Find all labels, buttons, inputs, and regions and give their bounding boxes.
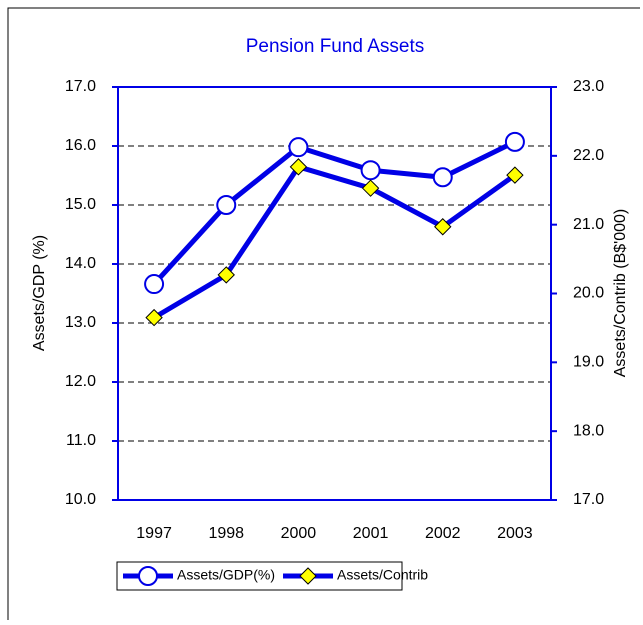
y2-tick-label: 17.0: [573, 491, 604, 508]
x-tick-label: 1997: [136, 525, 172, 542]
x-tick-label: 2003: [497, 525, 533, 542]
x-tick-label: 2002: [425, 525, 461, 542]
y2-tick-label: 22.0: [573, 147, 604, 164]
y2-tick-label: 23.0: [573, 78, 604, 95]
legend-marker: [138, 566, 158, 586]
point: [504, 131, 525, 152]
point: [432, 167, 453, 188]
plot-area: [117, 86, 552, 501]
series-line: [152, 139, 517, 286]
y-tick-label: 17.0: [65, 78, 96, 95]
series-line: [152, 163, 517, 320]
y2-tick-label: 18.0: [573, 422, 604, 439]
y2-tick-label: 20.0: [573, 285, 604, 302]
y2-axis-title: Assets/Contrib (B$'000): [612, 209, 629, 377]
x-tick-label: 2001: [353, 525, 389, 542]
y-tick-label: 13.0: [65, 314, 96, 331]
y2-tick-label: 21.0: [573, 216, 604, 233]
point: [217, 266, 235, 284]
y-tick-label: 15.0: [65, 196, 96, 213]
frame: [7, 7, 640, 620]
point: [144, 274, 165, 295]
y-tick-label: 14.0: [65, 255, 96, 272]
y-tick-label: 11.0: [66, 432, 96, 449]
legend-label: Assets/GDP(%): [177, 567, 275, 583]
point: [506, 166, 524, 184]
legend: [116, 561, 403, 591]
point: [289, 158, 308, 176]
point: [288, 137, 309, 158]
point: [145, 308, 163, 327]
x-tick-label: 1998: [208, 525, 244, 542]
x-tick-label: 2000: [281, 525, 317, 542]
legend-label: Assets/Contrib: [337, 567, 428, 583]
y2-tick-label: 19.0: [573, 354, 604, 371]
point: [361, 179, 380, 197]
point: [360, 160, 381, 181]
legend-marker: [299, 567, 317, 585]
y-tick-label: 16.0: [65, 137, 96, 154]
y-tick-label: 10.0: [65, 491, 96, 508]
point: [216, 195, 237, 215]
chart-title: Pension Fund Assets: [246, 36, 425, 57]
point: [434, 218, 452, 236]
y-tick-label: 12.0: [65, 373, 96, 390]
y-axis-title: Assets/GDP (%): [31, 235, 48, 351]
